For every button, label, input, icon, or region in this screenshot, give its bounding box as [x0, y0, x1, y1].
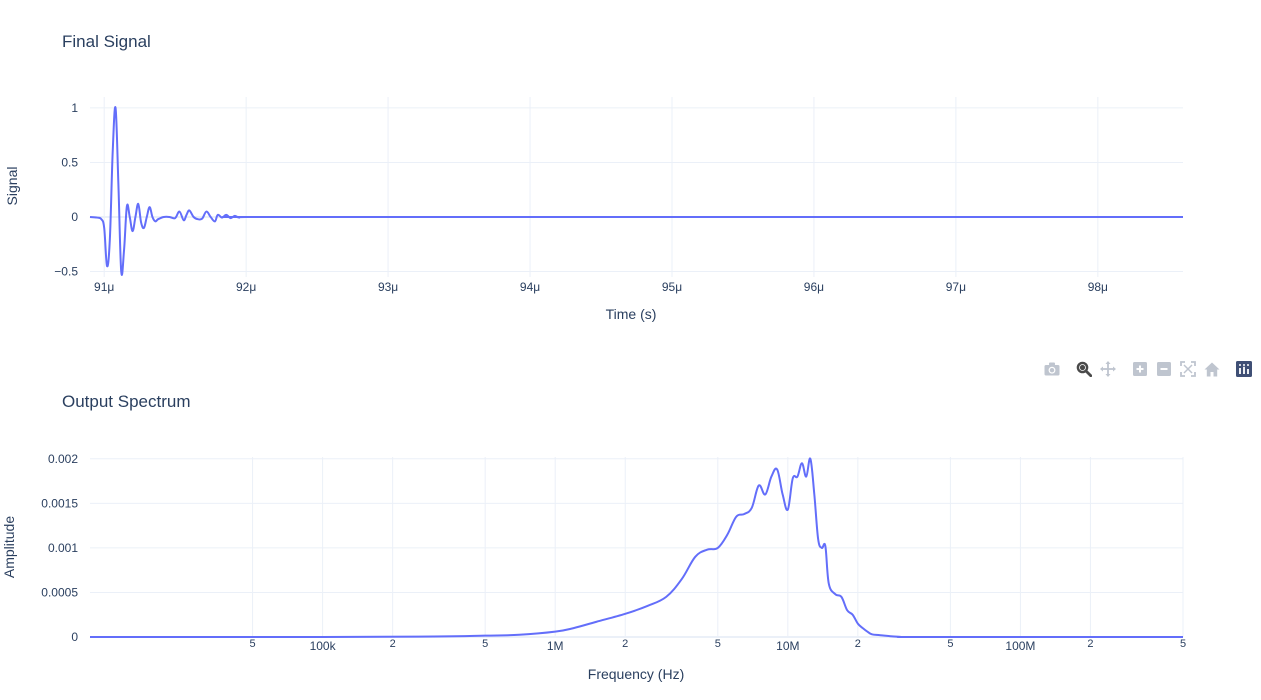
final-signal-ticks: 91μ 92μ 93μ 94μ 95μ 96μ 97μ 98μ −0.5 0 0.5 1: [54, 101, 1108, 294]
x-tick-label: 93μ: [378, 280, 398, 294]
x-tick-label: 5: [715, 638, 721, 650]
y-axis-title-amplitude: Amplitude: [1, 516, 17, 578]
zoom-out-button[interactable]: [1152, 358, 1176, 380]
x-tick-label: 92μ: [236, 280, 256, 294]
x-tick-label: 100M: [1005, 639, 1035, 653]
x-tick-label: 91μ: [94, 280, 114, 294]
modebar: [1040, 358, 1256, 380]
x-tick-label: 5: [250, 638, 256, 650]
zoom-button[interactable]: [1072, 358, 1096, 380]
y-axis-title-signal: Signal: [4, 167, 20, 206]
y-tick-label: 0.001: [48, 541, 78, 555]
chart-title-output-spectrum: Output Spectrum: [62, 392, 191, 411]
output-spectrum-ticks: 5 100k 2 5 1M 2 5 10M 2 5 100M 2 5 0 0.0005 0.001 0.0015…: [41, 452, 1186, 653]
y-tick-label: 0.002: [48, 452, 78, 466]
zoom-in-icon: [1133, 362, 1147, 376]
final-signal-gridlines: [90, 97, 1183, 277]
autoscale-icon: [1180, 361, 1196, 377]
x-tick-label: 98μ: [1088, 280, 1108, 294]
x-tick-label: 5: [947, 638, 953, 650]
x-tick-label: 94μ: [520, 280, 540, 294]
x-tick-label: 100k: [310, 639, 337, 653]
x-tick-label: 1M: [547, 639, 564, 653]
zoom-icon: [1076, 361, 1092, 377]
y-tick-label: 0.0005: [41, 585, 78, 599]
autoscale-button[interactable]: [1176, 358, 1200, 380]
home-icon: [1204, 362, 1220, 376]
final-signal-chart: Final Signal 91μ 92μ 93μ 94μ 95μ 96μ 97μ 98μ −0.…: [4, 32, 1183, 322]
download-plot-button[interactable]: [1040, 358, 1064, 380]
y-tick-label: 0: [71, 630, 78, 644]
camera-icon: [1044, 362, 1060, 376]
x-tick-label: 5: [482, 638, 488, 650]
output-spectrum-chart: Output Spectrum 5 100k 2 5 1M 2 5 10M 2 5 100M 2 5 0 0…: [1, 392, 1186, 682]
x-tick-label: 10M: [776, 639, 799, 653]
y-tick-label: 0.5: [61, 155, 78, 169]
y-tick-label: −0.5: [54, 265, 78, 279]
output-spectrum-gridlines: [90, 457, 1184, 638]
pan-button[interactable]: [1096, 358, 1120, 380]
x-tick-label: 2: [855, 638, 861, 650]
x-tick-label: 2: [622, 638, 628, 650]
x-tick-label: 96μ: [804, 280, 824, 294]
x-axis-title-frequency: Frequency (Hz): [588, 666, 684, 682]
plotly-logo-icon: [1236, 361, 1252, 377]
y-tick-label: 1: [71, 101, 78, 115]
output-spectrum-trace[interactable]: [89, 457, 1184, 639]
zoom-in-button[interactable]: [1128, 358, 1152, 380]
x-axis-title-time: Time (s): [606, 306, 657, 322]
y-tick-label: 0: [71, 210, 78, 224]
x-tick-label: 5: [1180, 638, 1186, 650]
y-tick-label: 0.0015: [41, 496, 78, 510]
x-tick-label: 97μ: [946, 280, 966, 294]
x-tick-label: 2: [390, 638, 396, 650]
reset-axes-button[interactable]: [1200, 358, 1224, 380]
pan-icon: [1100, 361, 1116, 377]
x-tick-label: 2: [1087, 638, 1093, 650]
zoom-out-icon: [1157, 362, 1171, 376]
chart-title-final-signal: Final Signal: [62, 32, 151, 51]
plotly-logo-link[interactable]: [1232, 358, 1256, 380]
final-signal-trace[interactable]: [89, 106, 1183, 276]
x-tick-label: 95μ: [662, 280, 682, 294]
